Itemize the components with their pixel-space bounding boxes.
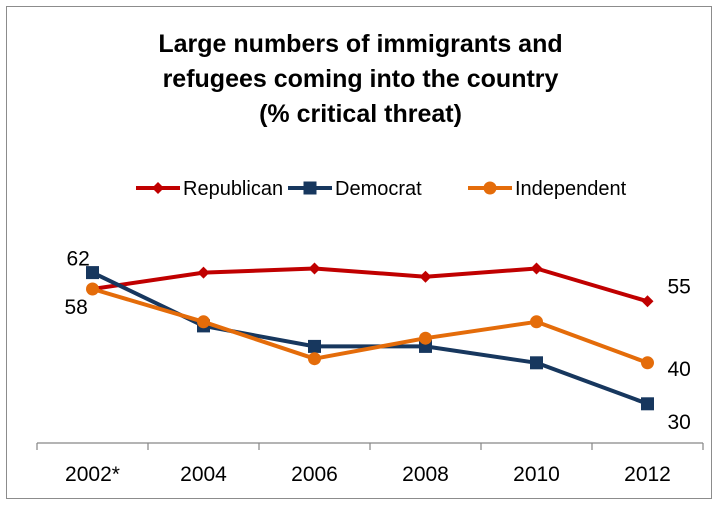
x-tick-label-2002: 2002* <box>65 463 120 486</box>
data-point-democrat-2012 <box>641 397 654 411</box>
data-point-republican-2012 <box>641 295 654 308</box>
data-point-democrat-2002 <box>86 266 99 280</box>
chart-title-line-2: refugees coming into the country <box>162 65 559 93</box>
data-point-independent-2002 <box>86 282 99 296</box>
chart-title: Large numbers of immigrants and refugees… <box>0 27 721 132</box>
chart-title-line-1: Large numbers of immigrants and <box>158 30 563 58</box>
x-tick-label-2008: 2008 <box>402 463 449 486</box>
data-label-republican-2012: 55 <box>668 275 691 298</box>
legend-marker-republican <box>152 182 164 194</box>
x-tick-label-2012: 2012 <box>624 463 671 486</box>
data-point-republican-2006 <box>308 262 321 275</box>
legend-label-democrat: Democrat <box>335 178 422 200</box>
series-line-republican <box>92 266 649 304</box>
x-tick-label-2010: 2010 <box>513 463 560 486</box>
data-point-republican-2004 <box>197 266 210 279</box>
legend-label-independent: Independent <box>515 178 627 200</box>
data-label-independent-2012: 40 <box>668 358 691 381</box>
legend-marker-independent <box>483 181 497 195</box>
data-point-republican-2010 <box>530 262 543 275</box>
data-point-independent-2008 <box>419 331 432 345</box>
chart-title-line-3: (% critical threat) <box>259 100 462 128</box>
x-tick-label-2006: 2006 <box>291 463 338 486</box>
data-point-independent-2006 <box>308 352 321 366</box>
data-point-democrat-2010 <box>530 356 543 370</box>
data-label-democrat-2002: 62 <box>67 248 90 271</box>
data-point-republican-2008 <box>419 270 432 283</box>
series-line-independent <box>91 287 649 365</box>
data-point-independent-2004 <box>197 315 210 329</box>
data-point-democrat-2006 <box>308 339 321 353</box>
data-label-democrat-2012: 30 <box>668 411 691 434</box>
data-point-independent-2010 <box>530 315 543 329</box>
legend-label-republican: Republican <box>183 178 283 200</box>
chart-frame <box>6 6 712 499</box>
series-line-democrat <box>91 270 649 406</box>
x-tick-label-2004: 2004 <box>180 463 227 486</box>
data-point-independent-2012 <box>641 356 654 370</box>
data-label-independent-2002: 58 <box>65 296 88 319</box>
legend-marker-democrat <box>303 181 317 195</box>
